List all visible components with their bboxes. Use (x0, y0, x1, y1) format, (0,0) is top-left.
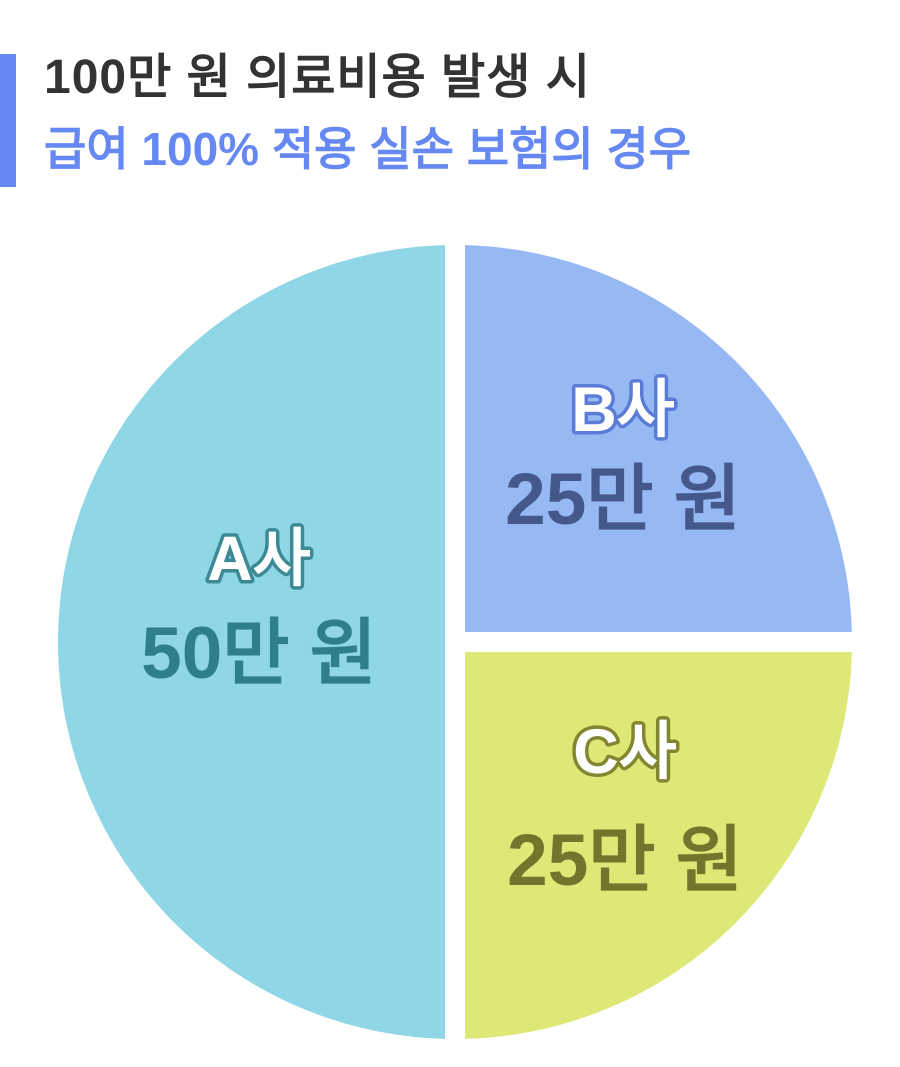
svg-text:A사: A사 (207, 524, 310, 594)
svg-text:B사: B사 (571, 375, 674, 445)
svg-text:50만 원: 50만 원 (141, 613, 377, 694)
svg-text:25만 원: 25만 원 (507, 820, 743, 901)
svg-text:25만 원: 25만 원 (505, 459, 741, 540)
svg-text:C사: C사 (573, 717, 676, 787)
